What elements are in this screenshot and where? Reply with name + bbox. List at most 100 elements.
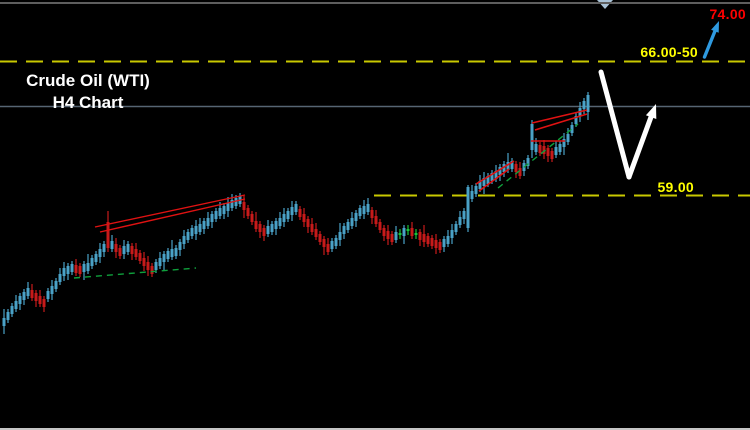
trendline-left-wedge-lower[interactable] — [99, 198, 246, 233]
window-bottom-border — [0, 428, 750, 430]
candle-body — [26, 288, 30, 296]
candle-body — [202, 221, 206, 229]
candle-body — [150, 266, 154, 274]
candle-body — [506, 162, 510, 170]
candle-body — [42, 299, 46, 307]
candle-body — [86, 263, 90, 271]
candle-body — [122, 246, 126, 254]
candle-body — [574, 116, 578, 124]
candle-body — [510, 161, 514, 169]
candle-body — [198, 224, 202, 232]
candle-body — [30, 290, 34, 298]
candle-body — [486, 176, 490, 184]
candle-body — [278, 218, 282, 226]
candle-body — [218, 208, 222, 216]
white-arrowhead-icon — [645, 104, 657, 119]
candle-body — [474, 186, 478, 194]
candle-body — [478, 181, 482, 189]
candle-body — [294, 204, 298, 212]
candle-body — [306, 219, 310, 227]
candle-body — [490, 173, 494, 181]
support-price-label: 59.00 — [657, 179, 694, 195]
white-projection-arrow[interactable] — [598, 69, 657, 180]
candle-body — [434, 240, 438, 248]
candle-body — [530, 124, 534, 150]
candle-body — [446, 236, 450, 244]
candle-body — [342, 226, 346, 234]
candle-body — [362, 206, 366, 214]
candle-body — [450, 230, 454, 238]
candle-body — [82, 264, 86, 272]
candle-body — [402, 228, 406, 236]
candle-body — [406, 229, 410, 231]
candle-body — [582, 101, 586, 109]
trendline-flag1-upper[interactable] — [475, 160, 515, 185]
candle-body — [542, 146, 546, 154]
candle-body — [258, 224, 262, 232]
candle-body — [562, 139, 566, 147]
candle-body — [146, 262, 150, 270]
candle-body — [438, 242, 442, 250]
blue-arrow-segment — [702, 29, 717, 59]
trendline-green-dashed-right[interactable] — [497, 123, 579, 189]
candle-body — [382, 228, 386, 236]
candle-body — [206, 218, 210, 226]
candle-body — [394, 232, 398, 240]
candle-body — [334, 238, 338, 246]
blue-target-arrow[interactable] — [702, 21, 720, 59]
candle-body — [138, 253, 142, 261]
candle-body — [254, 221, 258, 229]
candle-body — [318, 234, 322, 242]
chart-title: Crude Oil (WTI) H4 Chart — [8, 70, 168, 114]
candle-body — [50, 286, 54, 294]
candle-body — [66, 266, 70, 274]
candle-body — [58, 274, 62, 282]
candle-body — [386, 231, 390, 239]
candle-body — [230, 200, 234, 208]
candle-body — [410, 228, 414, 236]
candle-body — [142, 258, 146, 266]
candle-body — [242, 202, 246, 210]
candle-body — [78, 266, 82, 274]
candle-body — [374, 216, 378, 224]
candle-body — [290, 207, 294, 215]
candle-body — [14, 301, 18, 309]
candle-body — [110, 241, 114, 249]
candle-body — [470, 191, 474, 199]
candle-body — [178, 242, 182, 250]
candle-body — [350, 218, 354, 226]
candle-body — [102, 244, 106, 252]
trendline-green-dashed-left[interactable] — [73, 267, 197, 279]
candle-body — [346, 222, 350, 230]
trendline-flag2-upper[interactable] — [531, 109, 588, 124]
candle-body — [166, 251, 170, 259]
candle-body — [458, 217, 462, 225]
candle-body — [214, 211, 218, 219]
candle-body — [54, 281, 58, 289]
candle-body — [378, 222, 382, 230]
candle-body — [274, 221, 278, 229]
candle-body — [62, 268, 66, 276]
trendline-flag1-lower[interactable] — [478, 168, 510, 192]
candle-body — [10, 306, 14, 314]
candle-body — [370, 210, 374, 218]
candle-body — [266, 226, 270, 234]
resistance-price-label: 66.00-50 — [640, 44, 698, 60]
candle-body — [558, 144, 562, 152]
trendline-flag2-lower[interactable] — [534, 113, 588, 131]
candle-body — [538, 145, 542, 153]
candle-body — [366, 204, 370, 212]
candle-body — [74, 265, 78, 273]
candle-body — [134, 249, 138, 257]
candle-body — [182, 236, 186, 244]
candle-body — [430, 238, 434, 246]
candle-body — [422, 234, 426, 242]
candle-body — [550, 151, 554, 159]
trendline-left-wedge-upper[interactable] — [94, 194, 246, 228]
candle-body — [114, 244, 118, 252]
candle-body — [22, 292, 26, 300]
chart-title-symbol: Crude Oil (WTI) — [26, 71, 150, 90]
candle-body — [302, 214, 306, 222]
